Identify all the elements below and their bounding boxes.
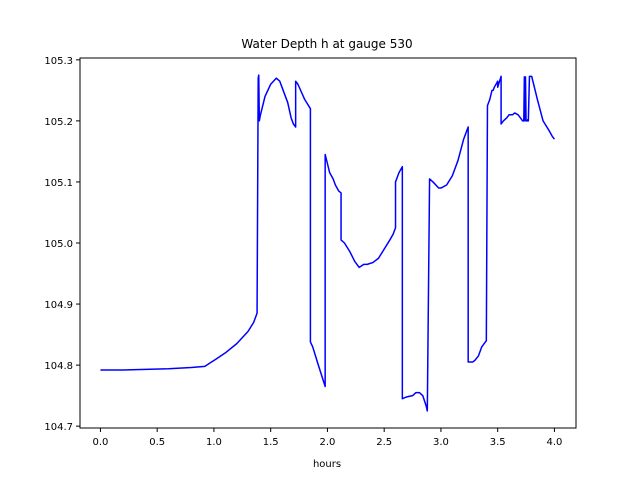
x-tick-label: 3.5	[490, 437, 506, 448]
x-tick-label: 0.0	[92, 437, 108, 448]
y-tick-label: 105.0	[44, 239, 73, 250]
x-tick-label: 1.5	[263, 437, 279, 448]
y-tick-label: 104.7	[44, 422, 73, 433]
y-tick-label: 104.8	[44, 361, 73, 372]
y-tick-label: 105.3	[44, 56, 73, 67]
x-tick-label: 2.0	[319, 437, 335, 448]
chart-title: Water Depth h at gauge 530	[241, 37, 412, 51]
x-axis: 0.0 0.5 1.0 1.5 2.0 2.5 3.0 3.5 4.0	[92, 428, 562, 448]
y-tick-label: 104.9	[44, 300, 73, 311]
x-tick-label: 3.0	[433, 437, 449, 448]
y-axis: 104.7 104.8 104.9 105.0 105.1 105.2 105.3	[44, 56, 80, 433]
x-tick-label: 2.5	[376, 437, 392, 448]
x-tick-label: 0.5	[149, 437, 165, 448]
series-layer	[100, 74, 556, 412]
x-tick-label: 4.0	[546, 437, 562, 448]
series-line-0	[100, 74, 556, 412]
y-tick-label: 105.1	[44, 178, 73, 189]
x-axis-label: hours	[313, 459, 341, 470]
x-tick-label: 1.0	[206, 437, 222, 448]
y-tick-label: 105.2	[44, 117, 73, 128]
